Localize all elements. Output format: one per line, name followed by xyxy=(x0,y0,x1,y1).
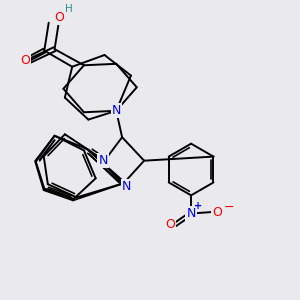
Text: O: O xyxy=(166,218,176,231)
Text: N: N xyxy=(186,207,196,220)
Text: O: O xyxy=(212,206,222,219)
Text: N: N xyxy=(112,104,121,117)
Text: N: N xyxy=(122,180,131,193)
Text: O: O xyxy=(20,54,30,68)
Text: N: N xyxy=(98,154,108,167)
Text: O: O xyxy=(54,11,64,24)
Text: +: + xyxy=(194,201,202,211)
Text: −: − xyxy=(224,201,235,214)
Text: H: H xyxy=(65,4,73,14)
